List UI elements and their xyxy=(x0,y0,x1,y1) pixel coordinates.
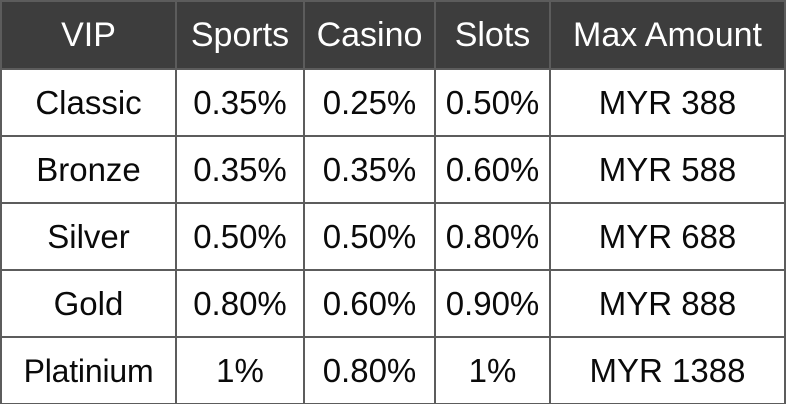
table-row: Classic 0.35% 0.25% 0.50% MYR 388 xyxy=(0,68,786,137)
table-row: Platinium 1% 0.80% 1% MYR 1388 xyxy=(0,336,786,404)
cell-casino-rate: 0.35% xyxy=(303,135,436,204)
cell-vip-tier: Bronze xyxy=(0,135,177,204)
cell-casino-rate: 0.80% xyxy=(303,336,436,404)
cell-slots-rate: 0.80% xyxy=(434,202,551,271)
cell-max-amount: MYR 1388 xyxy=(549,336,786,404)
table-header: VIP Sports Casino Slots Max Amount xyxy=(0,0,786,70)
cell-sports-rate: 0.80% xyxy=(175,269,305,338)
cell-max-amount: MYR 688 xyxy=(549,202,786,271)
table-body: Classic 0.35% 0.25% 0.50% MYR 388 Bronze… xyxy=(0,68,786,404)
cell-sports-rate: 0.50% xyxy=(175,202,305,271)
cell-slots-rate: 0.60% xyxy=(434,135,551,204)
cell-vip-tier: Platinium xyxy=(0,336,177,404)
cell-slots-rate: 0.90% xyxy=(434,269,551,338)
cell-sports-rate: 0.35% xyxy=(175,68,305,137)
column-header-max-amount: Max Amount xyxy=(549,0,786,70)
table-header-row: VIP Sports Casino Slots Max Amount xyxy=(0,0,786,70)
table-row: Silver 0.50% 0.50% 0.80% MYR 688 xyxy=(0,202,786,271)
cell-casino-rate: 0.25% xyxy=(303,68,436,137)
cell-vip-tier: Classic xyxy=(0,68,177,137)
cell-slots-rate: 0.50% xyxy=(434,68,551,137)
cell-slots-rate: 1% xyxy=(434,336,551,404)
cell-sports-rate: 1% xyxy=(175,336,305,404)
cell-max-amount: MYR 888 xyxy=(549,269,786,338)
table-row: Gold 0.80% 0.60% 0.90% MYR 888 xyxy=(0,269,786,338)
cell-casino-rate: 0.60% xyxy=(303,269,436,338)
column-header-vip: VIP xyxy=(0,0,177,70)
cell-casino-rate: 0.50% xyxy=(303,202,436,271)
column-header-sports: Sports xyxy=(175,0,305,70)
cell-vip-tier: Silver xyxy=(0,202,177,271)
cell-max-amount: MYR 388 xyxy=(549,68,786,137)
table-row: Bronze 0.35% 0.35% 0.60% MYR 588 xyxy=(0,135,786,204)
cell-sports-rate: 0.35% xyxy=(175,135,305,204)
cell-vip-tier: Gold xyxy=(0,269,177,338)
cell-max-amount: MYR 588 xyxy=(549,135,786,204)
column-header-casino: Casino xyxy=(303,0,436,70)
column-header-slots: Slots xyxy=(434,0,551,70)
